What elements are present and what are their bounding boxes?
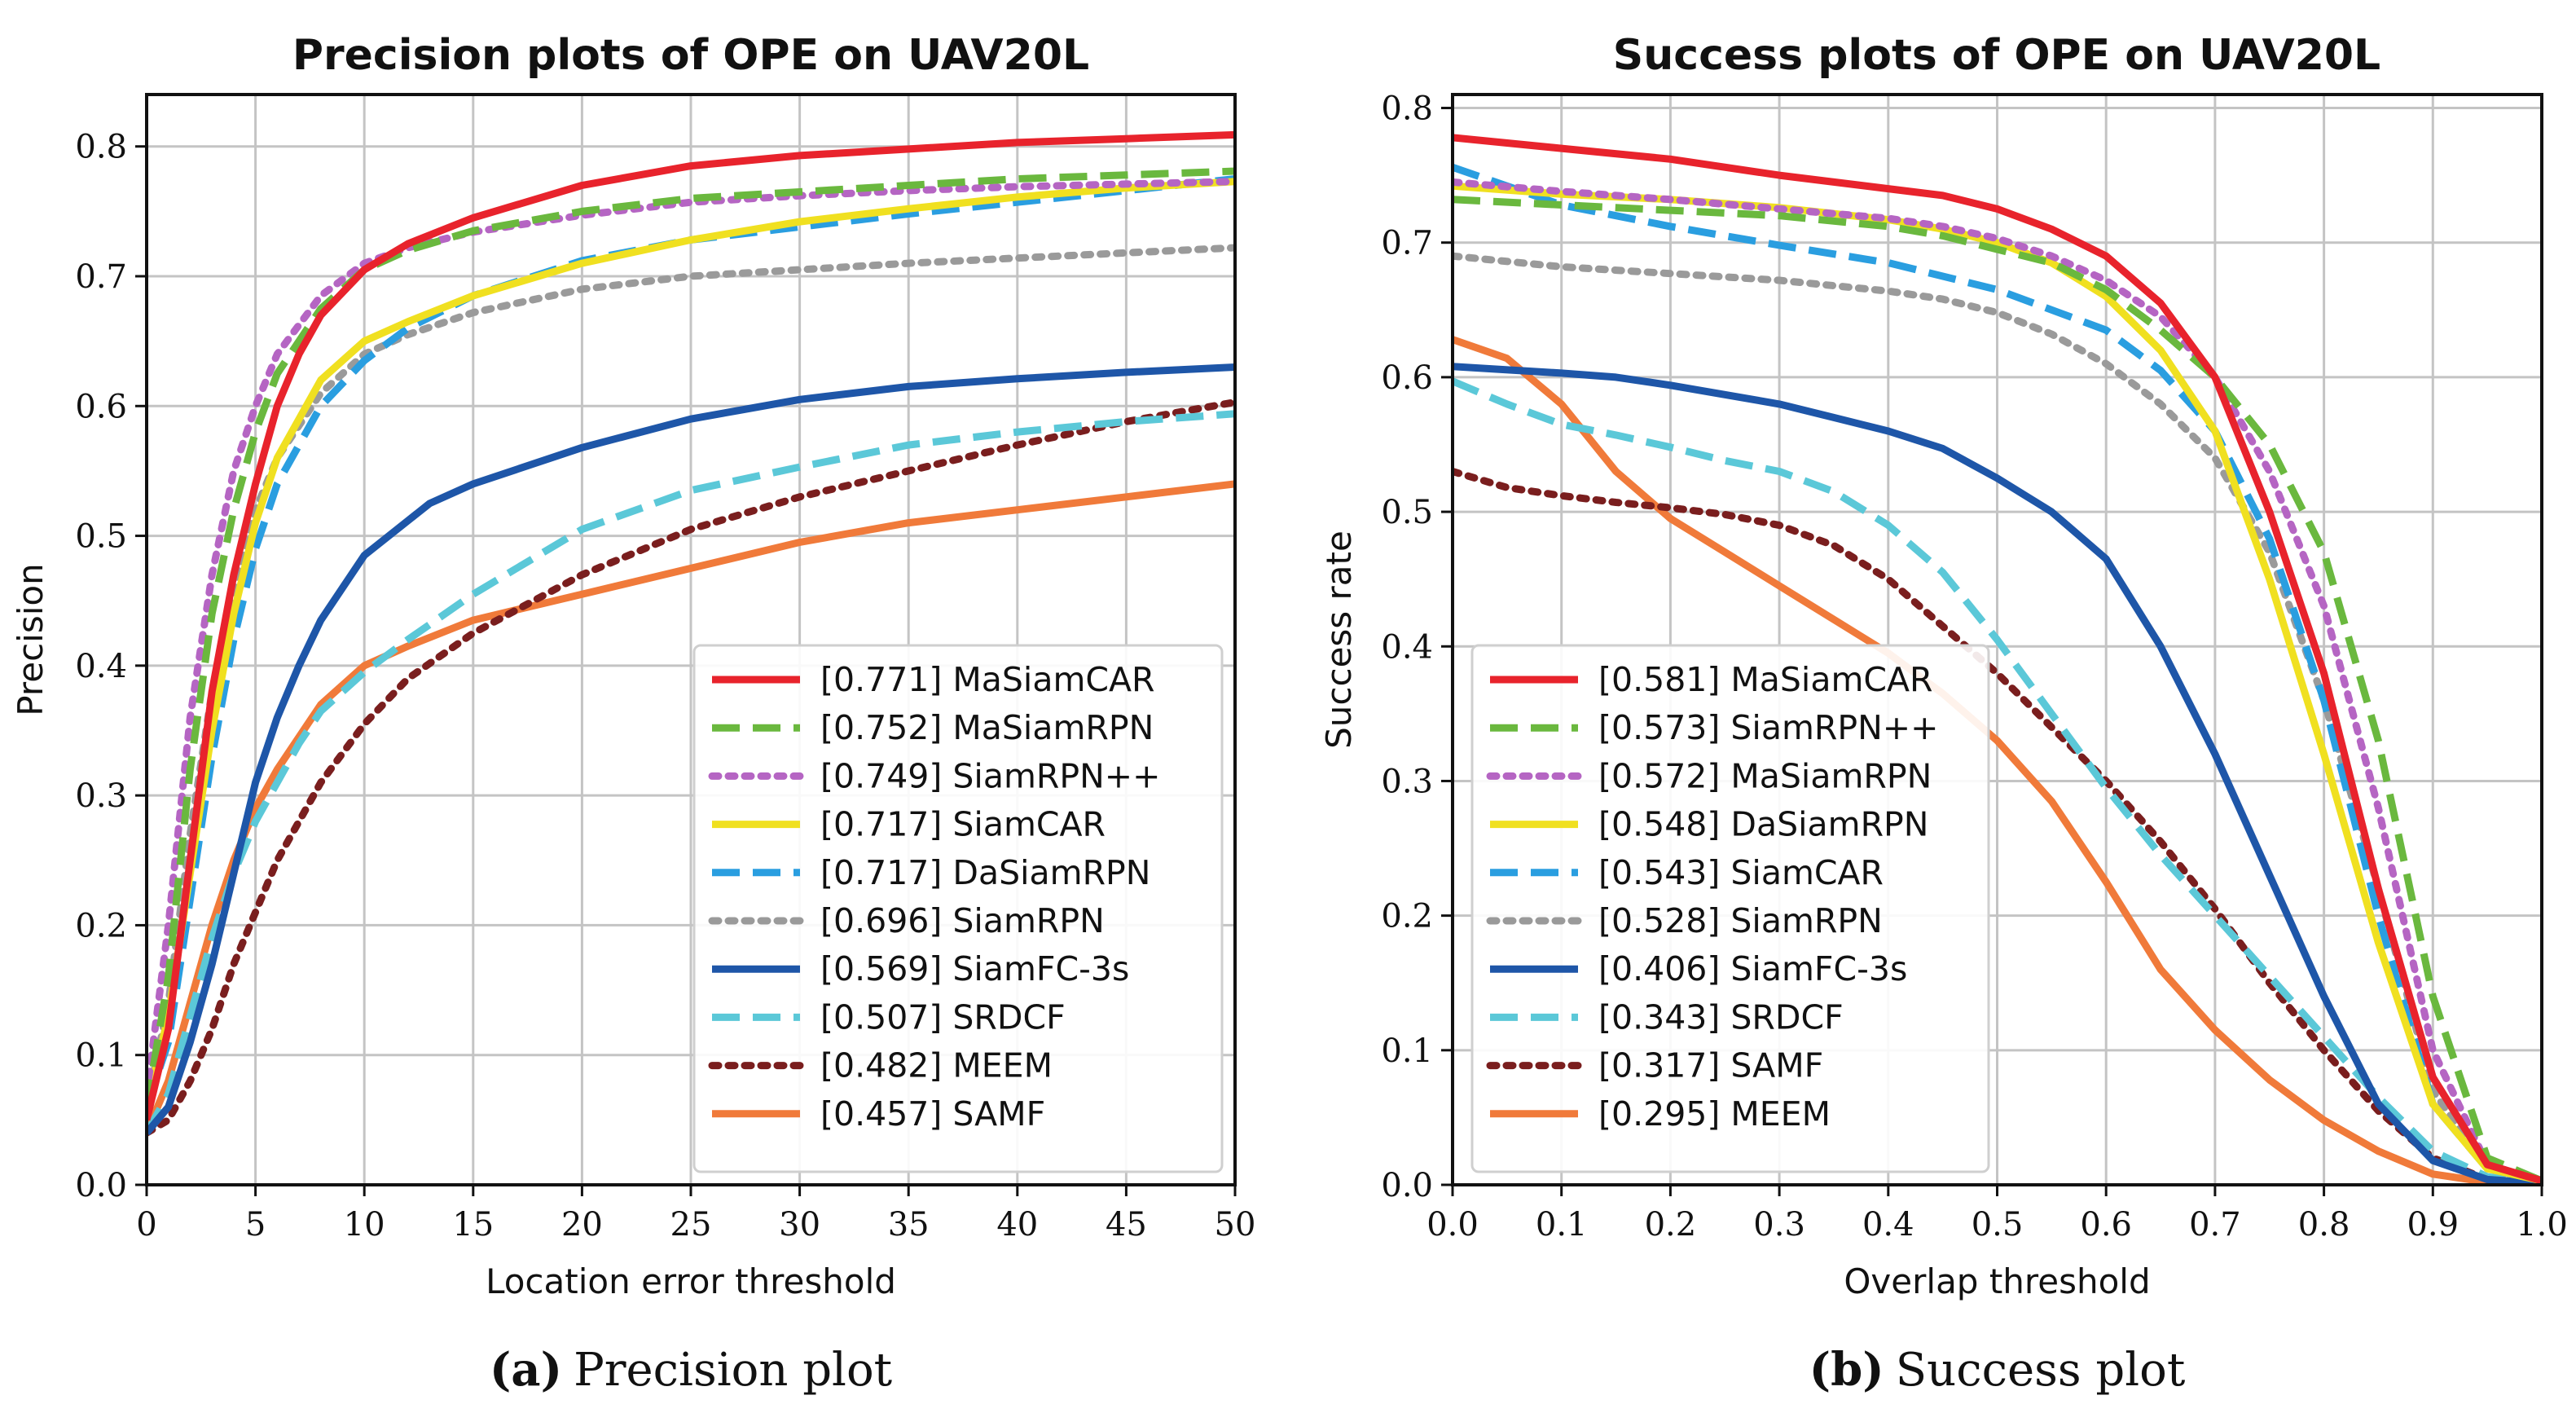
chart-title: Precision plots of OPE on UAV20L (292, 31, 1089, 80)
legend-entry-label: [0.482] MEEM (820, 1046, 1053, 1085)
x-tick-label: 0.2 (1645, 1206, 1697, 1244)
x-tick-label: 30 (779, 1206, 820, 1244)
y-axis-label: Success rate (1319, 530, 1359, 749)
x-tick-label: 0.5 (1972, 1206, 2024, 1244)
legend-entry-label: [0.457] SAMF (820, 1094, 1045, 1133)
series-line-siamfc-3s (147, 363, 1235, 1136)
y-axis-label: Precision (11, 563, 51, 715)
x-tick-label: 40 (996, 1206, 1038, 1244)
caption-letter: (b) (1809, 1343, 1884, 1397)
series-group (147, 130, 1235, 1137)
y-tick-label: 0.2 (1381, 898, 1433, 935)
series-line-meem (147, 398, 1235, 1137)
series-line-siamcar (1453, 163, 2542, 1185)
legend-entry-label: [0.317] SAMF (1598, 1046, 1823, 1085)
x-tick-label: 0.1 (1536, 1206, 1588, 1244)
y-tick-label: 0.5 (1381, 494, 1433, 531)
legend-entry-label: [0.543] SiamCAR (1598, 853, 1884, 892)
x-tick-label: 5 (245, 1206, 266, 1244)
chart-title: Success plots of OPE on UAV20L (1613, 31, 2380, 80)
legend-entry-label: [0.572] MaSiamRPN (1598, 756, 1932, 795)
series-line-samf (147, 480, 1235, 1135)
series-line-siamrpn- (1453, 196, 2542, 1185)
y-tick-label: 0.0 (1381, 1167, 1433, 1204)
x-tick-label: 15 (452, 1206, 494, 1244)
x-tick-label: 0 (136, 1206, 156, 1244)
caption-text: Success plot (1896, 1344, 2186, 1397)
x-tick-label: 0.6 (2080, 1206, 2132, 1244)
x-tick-label: 20 (561, 1206, 603, 1244)
chart-panel-0: 0 5 10 15 20 25 30 35 40 45 50 0.0 0.1 0.2 0.3 0.4 0.5 0.… (11, 31, 1255, 1397)
legend-entry-label: [0.507] SRDCF (820, 997, 1066, 1037)
series-line-siamcar (147, 178, 1235, 1108)
y-tick-label: 0.1 (75, 1037, 127, 1075)
legend-box (1470, 644, 1990, 1173)
caption-text: Precision plot (574, 1344, 893, 1397)
x-tick-label: 1.0 (2516, 1206, 2568, 1244)
x-tick-label: 25 (670, 1206, 712, 1244)
legend-entry-label: [0.343] SRDCF (1598, 997, 1844, 1037)
x-tick-label: 35 (888, 1206, 930, 1244)
legend: [0.581] MaSiamCAR [0.573] SiamRPN++ [0.572… (1470, 644, 1990, 1173)
x-tick-label: 0.0 (1426, 1206, 1479, 1244)
legend: [0.771] MaSiamCAR [0.752] MaSiamRPN [0.749… (692, 644, 1224, 1173)
legend-entry-label: [0.569] SiamFC-3s (820, 949, 1129, 988)
caption-letter: (a) (490, 1343, 562, 1397)
legend-box (692, 644, 1224, 1173)
figure-caption: (a) Precision plot (490, 1343, 893, 1397)
y-tick-label: 0.6 (75, 388, 127, 425)
series-line-samf (1453, 468, 2542, 1185)
series-line-srdcf (1453, 377, 2542, 1185)
y-tick-label: 0.3 (75, 777, 127, 815)
plot-frame (1451, 93, 2543, 1186)
x-tick-label: 0.4 (1862, 1206, 1914, 1244)
y-tick-label: 0.0 (75, 1167, 127, 1204)
y-tick-label: 0.1 (1381, 1032, 1433, 1070)
legend-entry-label: [0.752] MaSiamRPN (820, 708, 1154, 747)
y-tick-label: 0.7 (75, 258, 127, 296)
x-tick-label: 0.8 (2298, 1206, 2350, 1244)
y-tick-label: 0.3 (1381, 763, 1433, 800)
legend-entry-label: [0.717] DaSiamRPN (820, 853, 1150, 892)
series-line-masiamrpn (1453, 178, 2542, 1185)
series-line-masiamcar (147, 130, 1235, 1121)
series-line-meem (1453, 336, 2542, 1185)
legend-entry-label: [0.749] SiamRPN++ (820, 756, 1160, 795)
legend-entry-label: [0.573] SiamRPN++ (1598, 708, 1938, 747)
legend-entry-label: [0.295] MEEM (1598, 1094, 1831, 1133)
series-line-srdcf (147, 410, 1235, 1135)
x-tick-label: 0.9 (2407, 1206, 2459, 1244)
figure-caption: (b) Success plot (1809, 1343, 2186, 1397)
series-group (1453, 134, 2542, 1185)
legend-entry-label: [0.528] SiamRPN (1598, 901, 1883, 940)
y-tick-label: 0.8 (1381, 90, 1433, 128)
y-tick-label: 0.2 (75, 907, 127, 944)
series-line-dasiamrpn (147, 175, 1235, 1108)
x-tick-label: 10 (344, 1206, 385, 1244)
y-tick-label: 0.6 (1381, 359, 1433, 397)
legend-entry-label: [0.548] DaSiamRPN (1598, 805, 1928, 844)
y-tick-label: 0.5 (75, 518, 127, 556)
x-tick-label: 45 (1106, 1206, 1147, 1244)
series-line-masiamcar (1453, 134, 2542, 1185)
x-axis-label: Location error threshold (486, 1261, 896, 1301)
x-tick-label: 50 (1215, 1206, 1256, 1244)
legend-entry-label: [0.717] SiamCAR (820, 805, 1106, 844)
x-tick-label: 0.7 (2189, 1206, 2241, 1244)
x-tick-label: 0.3 (1753, 1206, 1805, 1244)
y-tick-label: 0.4 (1381, 628, 1433, 666)
y-tick-label: 0.8 (75, 129, 127, 166)
x-axis-label: Overlap threshold (1844, 1261, 2150, 1301)
legend-entry-label: [0.406] SiamFC-3s (1598, 949, 1907, 988)
series-line-siamfc-3s (1453, 363, 2542, 1185)
y-tick-label: 0.4 (75, 648, 127, 685)
chart-panel-1: 0.0 0.1 0.2 0.3 0.4 0.5 0.6 0.7 0.8 0.9 1.0 0.0 0.1 0… (1319, 31, 2568, 1397)
legend-entry-label: [0.581] MaSiamCAR (1598, 660, 1933, 699)
legend-entry-label: [0.771] MaSiamCAR (820, 660, 1155, 699)
y-tick-label: 0.7 (1381, 225, 1433, 262)
legend-entry-label: [0.696] SiamRPN (820, 901, 1105, 940)
plot-frame (145, 93, 1237, 1186)
